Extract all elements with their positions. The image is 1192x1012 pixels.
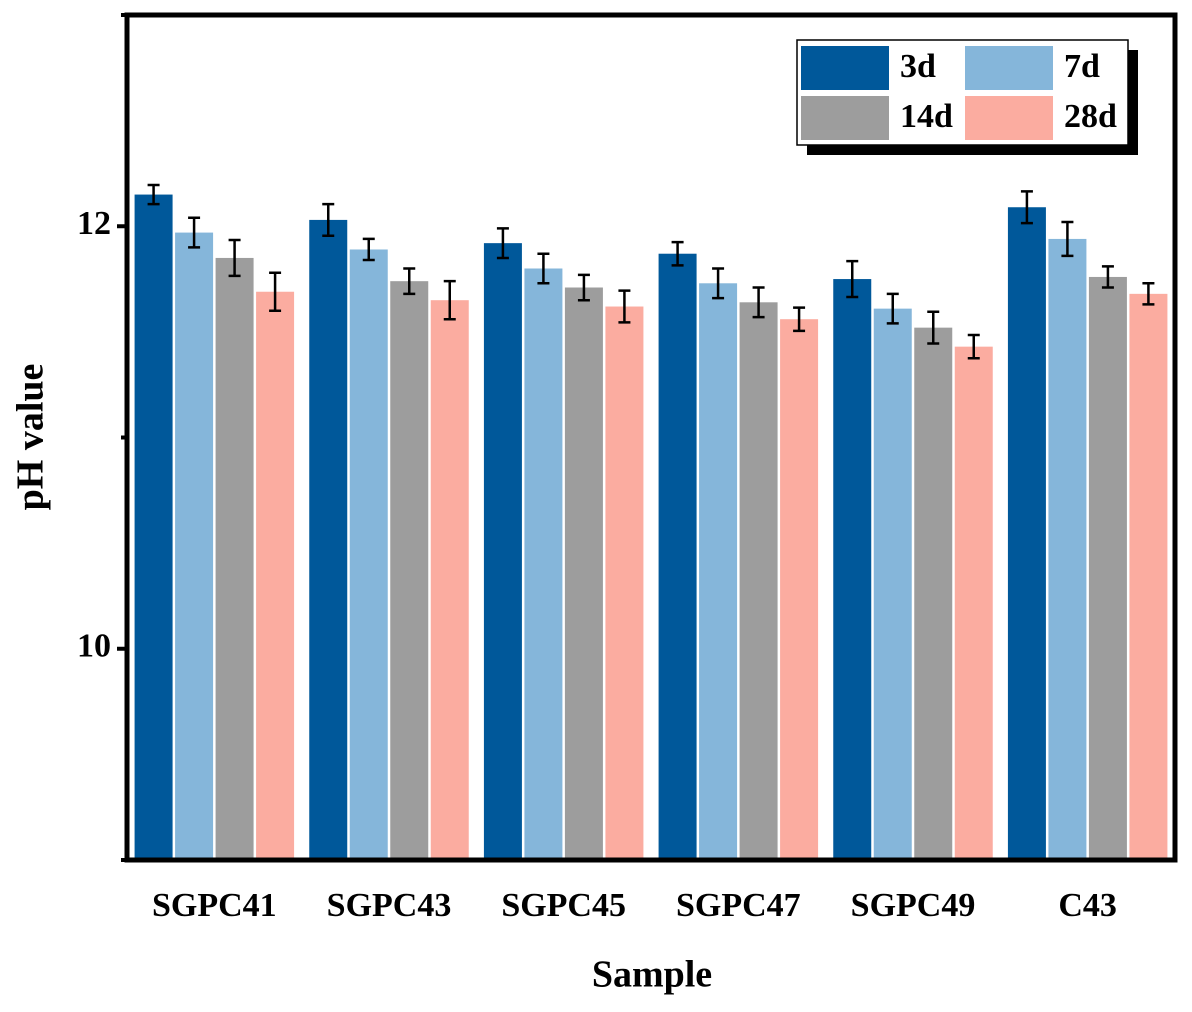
x-axis-label: Sample	[592, 954, 712, 996]
error-bar	[443, 279, 456, 321]
error-bar	[1061, 220, 1074, 258]
bar	[483, 243, 522, 860]
x-tick-label: C43	[1058, 887, 1117, 924]
error-bar	[228, 238, 241, 278]
bar	[256, 291, 295, 860]
legend-label: 28d	[1064, 98, 1117, 135]
bar	[309, 219, 348, 861]
bar	[605, 306, 644, 860]
bar	[430, 300, 469, 860]
bar	[780, 319, 819, 860]
bar	[134, 194, 173, 860]
error-bar	[1101, 265, 1114, 289]
x-tick-label: SGPC43	[327, 887, 452, 924]
bar	[564, 287, 603, 860]
x-tick-label: SGPC45	[501, 887, 626, 924]
error-bar	[967, 333, 980, 360]
error-bar	[322, 202, 335, 238]
legend-label: 3d	[900, 48, 936, 85]
bar	[833, 279, 872, 860]
error-bar	[1020, 190, 1033, 225]
y-axis-label: pH value	[10, 364, 52, 511]
error-bar	[362, 237, 375, 262]
x-tick-label: SGPC47	[676, 887, 801, 924]
x-tick-label: SGPC41	[152, 887, 277, 924]
error-bar	[618, 289, 631, 324]
error-bar	[793, 306, 806, 333]
error-bar	[147, 183, 160, 206]
error-bar	[1142, 282, 1155, 306]
legend-swatch	[965, 96, 1053, 140]
error-bar	[886, 292, 899, 325]
legend-swatch	[965, 46, 1053, 90]
bar	[1088, 276, 1127, 860]
error-bar	[671, 240, 684, 267]
error-bar	[577, 273, 590, 302]
bar	[873, 308, 912, 860]
error-bar	[403, 267, 416, 296]
legend-label: 7d	[1064, 48, 1100, 85]
error-bar	[846, 259, 859, 299]
error-bar	[927, 310, 940, 345]
legend-label: 14d	[900, 98, 953, 135]
y-tick-label: 12	[77, 205, 111, 242]
legend-swatch	[801, 96, 889, 140]
bar	[390, 281, 429, 860]
bar	[739, 302, 778, 860]
bar	[914, 327, 953, 860]
y-tick-label: 10	[77, 628, 111, 665]
bar	[1007, 207, 1046, 861]
error-bar	[537, 252, 550, 285]
legend-swatch	[801, 46, 889, 90]
error-bar	[496, 227, 509, 260]
error-bar	[712, 267, 725, 300]
bar	[699, 283, 738, 861]
error-bar	[269, 271, 282, 312]
bar	[215, 257, 254, 860]
error-bar	[188, 216, 201, 249]
bar	[349, 249, 388, 861]
bar	[175, 232, 214, 860]
bar	[954, 346, 993, 861]
bar	[658, 253, 697, 860]
error-bar	[752, 286, 765, 319]
x-tick-label: SGPC49	[851, 887, 976, 924]
bar	[524, 268, 563, 860]
bar	[1048, 238, 1087, 861]
bar	[1129, 293, 1168, 861]
